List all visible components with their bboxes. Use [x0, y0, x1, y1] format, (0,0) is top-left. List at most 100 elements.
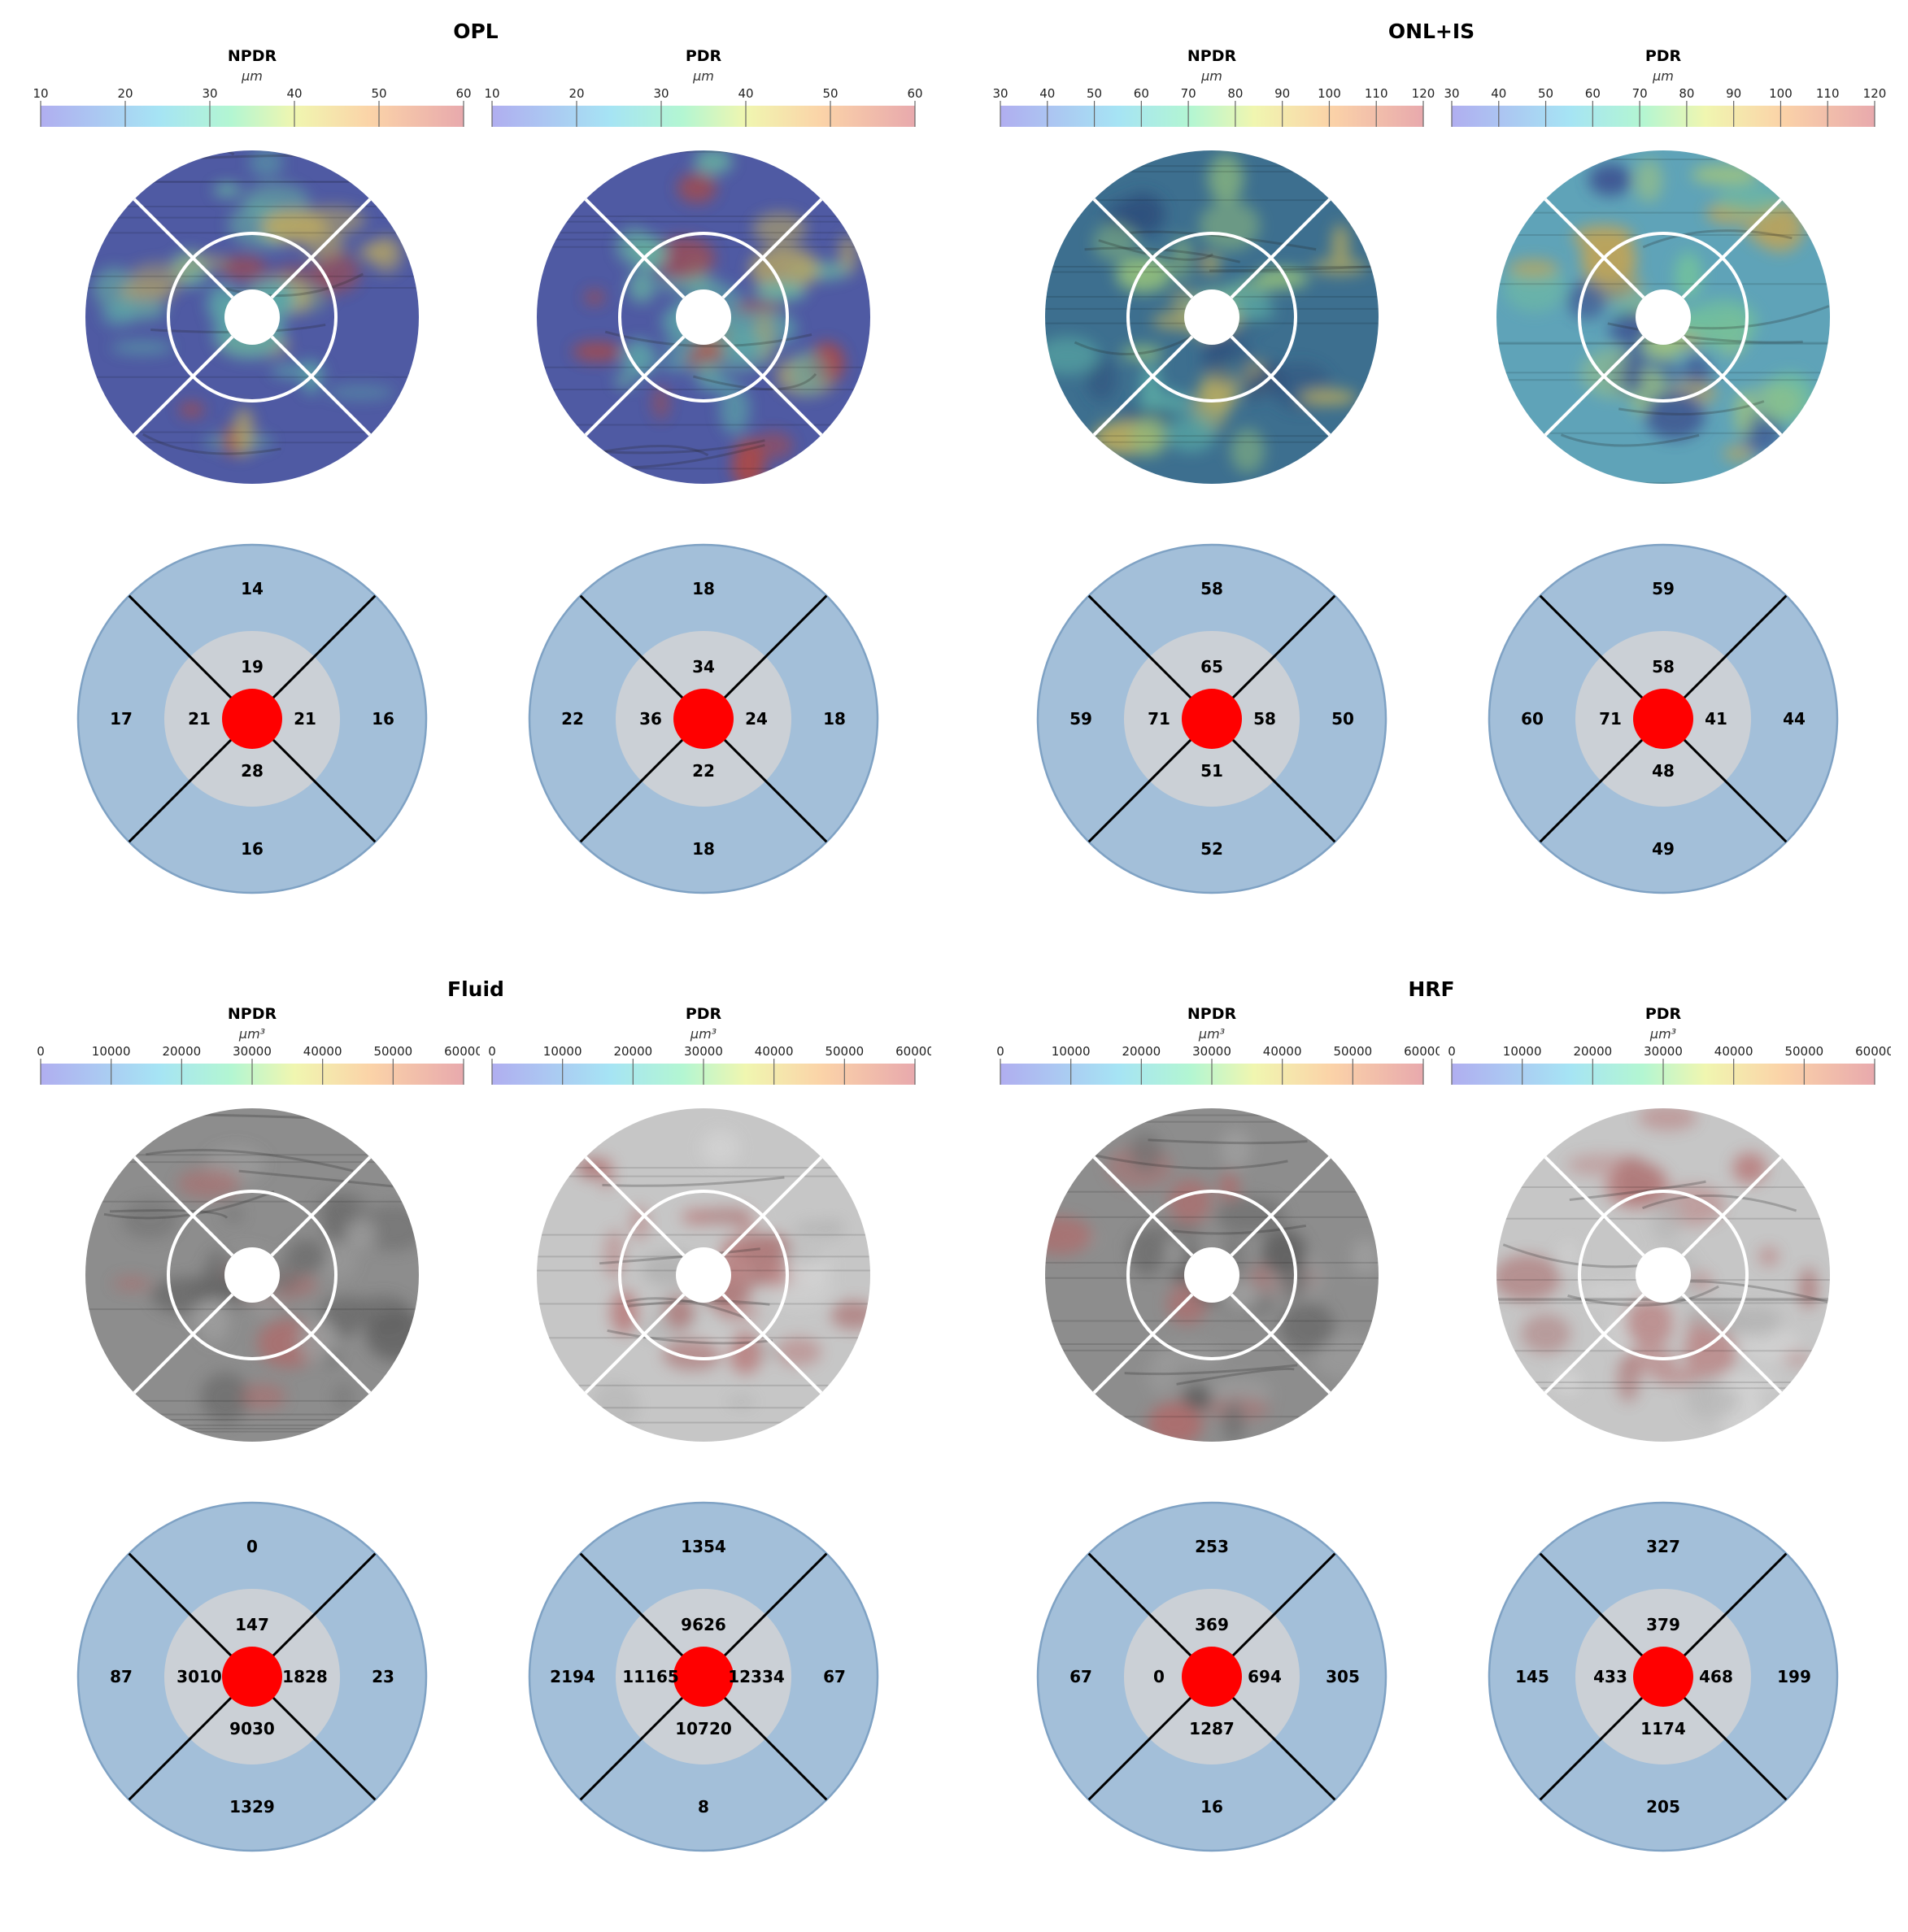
colorbar-tick-label: 10000: [1052, 1044, 1091, 1059]
sector-value-outer-right: 16: [372, 709, 394, 729]
sector-value-outer-left: 145: [1515, 1667, 1549, 1686]
colorbar-tick-label: 40000: [755, 1044, 794, 1059]
sector-value-inner-top: 147: [235, 1615, 269, 1634]
colorbar-tick-label: 100: [1769, 86, 1793, 101]
sector-value-inner-bottom: 28: [241, 761, 264, 781]
colorbar-tick-label: 40000: [1263, 1044, 1302, 1059]
etdrs-grid: 58 52 59 50 65 51 71 58: [1036, 543, 1387, 894]
etdrs-overlay-lines: [584, 198, 823, 437]
sector-value-outer-bottom: 205: [1646, 1797, 1680, 1817]
group-title-opl: OPL: [453, 20, 499, 43]
sector-value-inner-left: 0: [1153, 1667, 1165, 1686]
colorbar-tick-label: 50000: [825, 1044, 864, 1059]
panel-figure: 0 10000 20000 30000 40000 50000 60000 0 1329 87 23…: [37, 1044, 480, 1852]
sector-value-inner-top: 379: [1646, 1615, 1680, 1634]
colorbar: [41, 106, 464, 127]
etdrs-overlay-lines: [133, 1155, 372, 1395]
group-title-fluid: Fluid: [447, 977, 504, 1001]
etdrs-overlay-lines: [1092, 198, 1331, 437]
colorbar-tick-label: 90: [1726, 86, 1741, 101]
colorbar-tick-label: 30000: [233, 1044, 272, 1059]
colorbar-tick-label: 0: [488, 1044, 496, 1059]
sector-value-inner-right: 24: [745, 709, 768, 729]
colorbar-tick-label: 60: [455, 86, 471, 101]
sector-value-outer-right: 50: [1331, 709, 1354, 729]
colorbar-tick-label: 50: [1087, 86, 1102, 101]
colorbar-tick-label: 0: [996, 1044, 1004, 1059]
colorbar-tick-label: 40: [1039, 86, 1055, 101]
sector-value-outer-right: 23: [372, 1667, 394, 1686]
sector-value-inner-left: 71: [1148, 709, 1170, 729]
colorbar-unit: μm³: [1198, 1026, 1226, 1042]
colorbar-tick-label: 120: [1412, 86, 1435, 101]
colorbar-tick-label: 30000: [1192, 1044, 1231, 1059]
panel-title: NPDR: [1187, 1005, 1237, 1023]
colorbar-unit: μm: [242, 68, 263, 84]
fovea-center: [1182, 689, 1242, 749]
etdrs-overlay-lines: [1544, 198, 1783, 437]
colorbar-tick-label: 10000: [1503, 1044, 1542, 1059]
sector-value-inner-bottom: 22: [692, 761, 715, 781]
panel-title: PDR: [685, 47, 722, 65]
sector-value-outer-bottom: 1329: [229, 1797, 275, 1817]
panel-title: NPDR: [227, 1005, 277, 1023]
group-title-hrf: HRF: [1408, 977, 1455, 1001]
panel-figure: 0 10000 20000 30000 40000 50000 60000 253 16 67 30…: [996, 1044, 1440, 1852]
sector-value-inner-bottom: 1174: [1640, 1719, 1686, 1738]
colorbar-tick-label: 20: [568, 86, 584, 101]
fovea-center: [673, 689, 734, 749]
colorbar-tick-label: 10000: [92, 1044, 131, 1059]
panel-figure: 10 20 30 40 50 60 18 18 22 18 34 22 36 24: [484, 86, 923, 894]
panel-figure: 10 20 30 40 50 60 14 16 17 16 19 28 21 21: [33, 86, 472, 894]
sector-value-inner-left: 433: [1593, 1667, 1627, 1686]
colorbar-tick-label: 30000: [1644, 1044, 1683, 1059]
sector-value-inner-bottom: 1287: [1189, 1719, 1235, 1738]
panel-fluid-pdr: PDR μm³ 0 10000 20000 30000 40000 50000 60000 1…: [476, 1005, 931, 1932]
panel-figure: 0 10000 20000 30000 40000 50000 60000 327 205 145…: [1448, 1044, 1891, 1852]
sector-value-inner-right: 468: [1699, 1667, 1733, 1686]
sector-value-inner-left: 36: [639, 709, 662, 729]
sector-value-inner-right: 12334: [728, 1667, 785, 1686]
sector-value-outer-top: 1354: [681, 1537, 726, 1556]
panel-figure: 30 40 50 60 70 80 90 100 110 120 58 52 59 50 65 51 71 58: [992, 86, 1435, 894]
panel-title: NPDR: [227, 47, 277, 65]
sector-value-inner-right: 1828: [282, 1667, 328, 1686]
colorbar-unit: μm³: [690, 1026, 717, 1042]
colorbar-tick-label: 60: [1134, 86, 1149, 101]
colorbar-tick-label: 30: [202, 86, 217, 101]
colorbar-tick-label: 120: [1863, 86, 1887, 101]
colorbar: [1000, 106, 1423, 127]
colorbar-tick-label: 60: [907, 86, 922, 101]
fovea-center: [222, 689, 282, 749]
colorbar-tick-label: 50: [822, 86, 838, 101]
colorbar-tick-label: 80: [1227, 86, 1243, 101]
sector-value-inner-top: 34: [692, 657, 715, 677]
colorbar-unit: μm: [1201, 68, 1222, 84]
colorbar-tick-label: 50000: [1784, 1044, 1823, 1059]
etdrs-grid: 253 16 67 305 369 1287 0 694: [1036, 1501, 1387, 1852]
sector-value-inner-bottom: 10720: [675, 1719, 732, 1738]
fovea-center: [1182, 1647, 1242, 1707]
colorbar-tick-label: 30000: [684, 1044, 723, 1059]
sector-value-outer-left: 87: [110, 1667, 133, 1686]
sector-value-outer-left: 60: [1521, 709, 1544, 729]
colorbar: [492, 106, 915, 127]
panel-hrf-npdr: NPDR μm³ 0 10000 20000 30000 40000 50000 60000…: [984, 1005, 1440, 1932]
colorbar-tick-label: 110: [1365, 86, 1388, 101]
fovea-center: [673, 1647, 734, 1707]
colorbar-tick-label: 30: [1444, 86, 1459, 101]
colorbar-tick-label: 40: [286, 86, 302, 101]
fovea-center: [1633, 689, 1693, 749]
colorbar-unit: μm³: [238, 1026, 266, 1042]
sector-value-inner-right: 21: [294, 709, 316, 729]
etdrs-overlay-lines: [1092, 1155, 1331, 1395]
sector-value-outer-top: 253: [1195, 1537, 1229, 1556]
colorbar-tick-label: 40000: [1714, 1044, 1753, 1059]
colorbar-tick-label: 0: [1448, 1044, 1456, 1059]
colorbar-tick-label: 20000: [162, 1044, 201, 1059]
etdrs-overlay-lines: [1544, 1155, 1783, 1395]
sector-value-outer-bottom: 49: [1652, 839, 1675, 859]
sector-value-outer-bottom: 52: [1200, 839, 1223, 859]
panel-fluid-npdr: NPDR μm³ 0 10000 20000 30000 40000 50000 60000…: [24, 1005, 480, 1932]
panel-figure: 30 40 50 60 70 80 90 100 110 120 59 49 60 44 58 48 71 41: [1444, 86, 1887, 894]
